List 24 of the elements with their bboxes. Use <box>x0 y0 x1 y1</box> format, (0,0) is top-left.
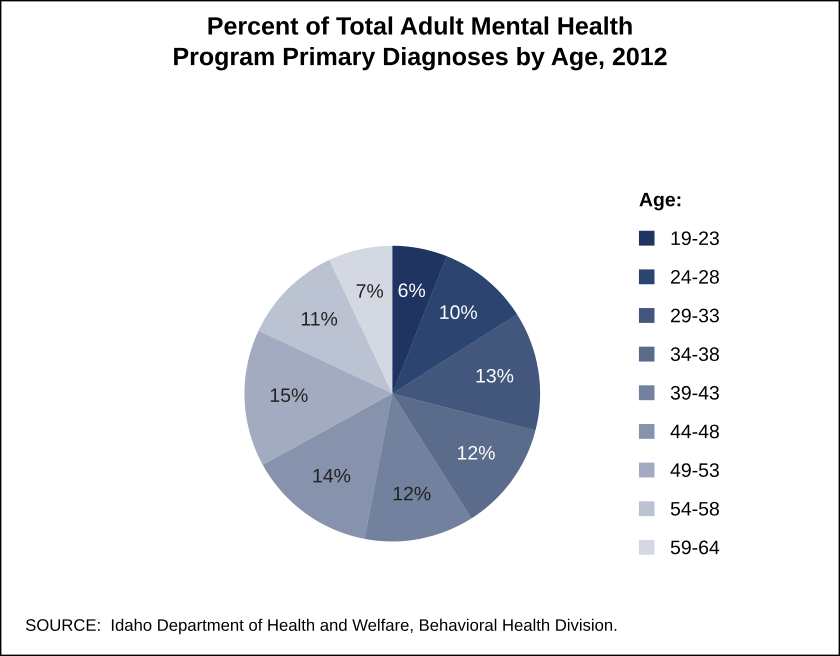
data-label: 13% <box>476 368 514 383</box>
data-label: 15% <box>270 388 308 402</box>
legend-title: Age: <box>639 192 680 210</box>
legend-label: 24-28 <box>671 270 719 284</box>
data-label: 10% <box>440 305 478 320</box>
legend-label: 19-23 <box>672 231 719 246</box>
data-label: 12% <box>458 446 495 460</box>
source-note: SOURCE: Idaho Department of Health and Welfare, Behavioral Health Division. <box>26 618 616 634</box>
legend-label: 29-33 <box>671 308 719 322</box>
legend-label: 44-48 <box>670 424 719 438</box>
data-label: 7% <box>356 284 384 298</box>
legend-label: 34-38 <box>670 347 719 362</box>
data-label: 12% <box>394 486 430 500</box>
legend-label: 54-58 <box>670 502 719 516</box>
legend-label: 59-64 <box>670 540 720 554</box>
data-label: 11% <box>302 312 338 326</box>
pie-slice <box>244 330 392 465</box>
data-label: 14% <box>313 468 350 482</box>
legend-label: 49-53 <box>670 463 719 477</box>
pie-slice <box>392 394 536 518</box>
data-label: 6% <box>398 283 426 298</box>
legend-label: 39-43 <box>670 386 719 400</box>
pie-slice <box>392 256 518 394</box>
chart-title: Percent of Total Adult Mental Health Program Primary Diagnoses by Age, 2012 <box>174 16 667 70</box>
